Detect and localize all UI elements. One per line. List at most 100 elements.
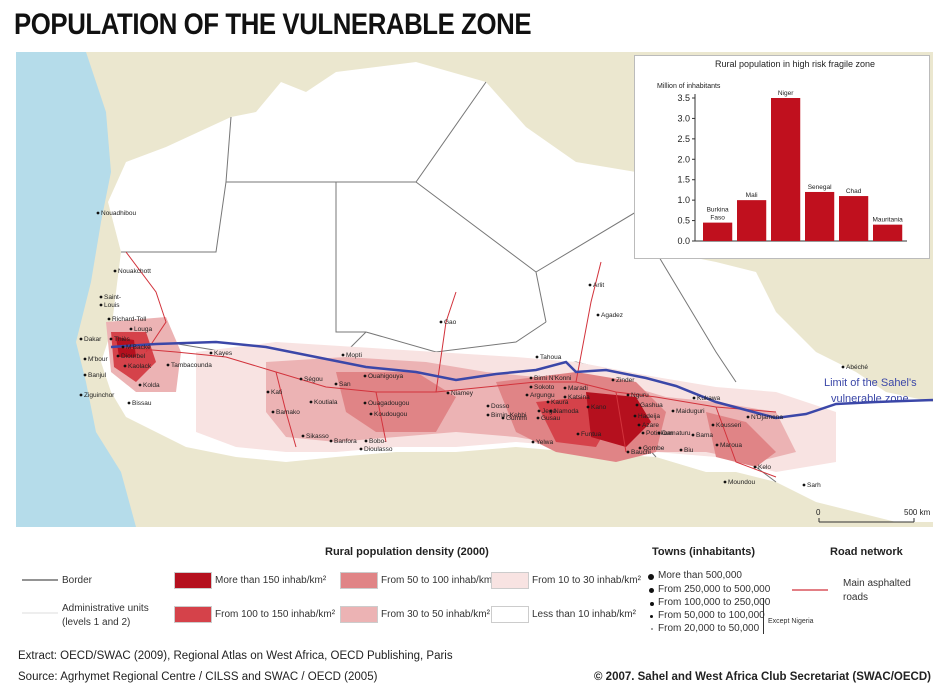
admin-legend-line xyxy=(22,612,58,614)
bar xyxy=(703,222,733,241)
y-tick-label: 0.5 xyxy=(677,216,690,226)
town-dot xyxy=(525,393,529,397)
place-label: Ziguinchor xyxy=(84,392,115,399)
place-label: Hadeija xyxy=(638,413,660,420)
town-label-100k: From 100,000 to 250,000 xyxy=(658,597,771,608)
density-swatch-50 xyxy=(340,572,378,589)
town-dot xyxy=(271,410,275,414)
town-dot xyxy=(596,313,600,317)
place-label: Argungu xyxy=(530,392,555,399)
bar-category-label: Faso xyxy=(710,215,725,222)
town-dot xyxy=(537,409,541,413)
place-label: N'Djamena xyxy=(751,414,783,421)
density-swatch-100 xyxy=(174,606,212,623)
town-dot xyxy=(116,354,120,358)
place-label: Damaturu xyxy=(662,430,691,437)
town-dot xyxy=(586,405,590,409)
town-dot xyxy=(637,423,641,427)
density-zones xyxy=(106,317,836,472)
town-dot xyxy=(113,269,117,273)
sahel-limit-label-1: Limit of the Sahel's xyxy=(824,377,917,389)
place-label: Kano xyxy=(591,404,607,411)
town-dot-500k xyxy=(648,574,654,580)
town-dot xyxy=(99,303,103,307)
town-dot xyxy=(439,320,443,324)
place-label: Katsina xyxy=(568,394,590,401)
town-dot xyxy=(679,448,683,452)
place-label: Banfora xyxy=(334,438,357,445)
place-label: Niamey xyxy=(451,390,474,397)
town-dot xyxy=(529,376,533,380)
y-tick-label: 3.0 xyxy=(677,113,690,123)
town-dot xyxy=(301,434,305,438)
admin-legend-label-1: Administrative units xyxy=(62,603,149,614)
place-label: Biu xyxy=(684,447,694,454)
place-label: M'Backé xyxy=(126,344,151,351)
admin-legend-label-2: (levels 1 and 2) xyxy=(62,617,131,628)
towns-legend-title: Towns (inhabitants) xyxy=(652,546,756,558)
town-dot xyxy=(299,377,303,381)
place-label: Kolda xyxy=(143,382,160,389)
bar xyxy=(805,191,835,241)
place-label: Moundou xyxy=(728,479,755,486)
density-label-30: From 30 to 50 inhab/km² xyxy=(381,609,490,620)
road-legend-label-2: roads xyxy=(843,592,869,603)
place-label: Dioulasso xyxy=(364,446,393,453)
place-label: Gummi xyxy=(506,415,527,422)
place-label: Bamako xyxy=(276,409,300,416)
town-dot xyxy=(341,353,345,357)
inset-chart: Rural population in high risk fragile zo… xyxy=(634,55,930,259)
town-label-500k: More than 500,000 xyxy=(658,570,742,581)
place-label: Azare xyxy=(642,422,659,429)
town-dot-20k xyxy=(651,628,653,630)
town-dot-50k xyxy=(650,615,653,618)
place-label: Kayes xyxy=(214,350,233,357)
place-label: Nouadhibou xyxy=(101,210,136,217)
town-dot xyxy=(641,431,645,435)
town-dot xyxy=(563,386,567,390)
density-legend-title: Rural population density (2000) xyxy=(325,546,489,558)
y-tick-label: 2.0 xyxy=(677,154,690,164)
town-dot xyxy=(363,401,367,405)
town-dot xyxy=(529,385,533,389)
place-label: Gombe xyxy=(643,445,665,452)
roads xyxy=(115,251,777,478)
scale-end: 500 km xyxy=(904,508,931,517)
place-label: Bissau xyxy=(132,400,152,407)
place-label: Kousseri xyxy=(716,422,741,429)
town-dot xyxy=(369,412,373,416)
town-dot xyxy=(692,396,696,400)
y-tick-label: 2.5 xyxy=(677,134,690,144)
place-label: Saint- xyxy=(104,294,121,301)
town-dot xyxy=(486,404,490,408)
town-dot xyxy=(657,431,661,435)
town-dot xyxy=(633,414,637,418)
density-label-100: From 100 to 150 inhab/km² xyxy=(215,609,336,620)
town-dot xyxy=(99,295,103,299)
town-dot xyxy=(329,439,333,443)
town-dot xyxy=(446,391,450,395)
bar-category-label: Niger xyxy=(778,90,794,97)
town-dot xyxy=(638,446,642,450)
nigeria-bracket xyxy=(763,598,764,634)
place-label: Kaolack xyxy=(128,363,152,370)
place-label: Nouakchott xyxy=(118,268,151,275)
density-label-150: More than 150 inhab/km² xyxy=(215,575,327,586)
town-dot xyxy=(841,365,845,369)
place-label: Dosso xyxy=(491,403,510,410)
footer-extract: Extract: OECD/SWAC (2009), Regional Atla… xyxy=(18,650,453,662)
place-label: Kati xyxy=(271,389,282,396)
bar xyxy=(839,196,869,241)
town-dot xyxy=(123,364,127,368)
town-dot xyxy=(691,433,695,437)
bar xyxy=(873,224,903,241)
town-dot xyxy=(531,440,535,444)
place-label: Sarh xyxy=(807,482,821,489)
town-label-50k: From 50,000 to 100,000 xyxy=(658,610,765,621)
town-dot xyxy=(209,351,213,355)
town-dot xyxy=(635,403,639,407)
y-tick-label: 0.0 xyxy=(677,236,690,246)
town-dot xyxy=(166,363,170,367)
town-dot xyxy=(129,327,133,331)
density-swatch-30 xyxy=(340,606,378,623)
